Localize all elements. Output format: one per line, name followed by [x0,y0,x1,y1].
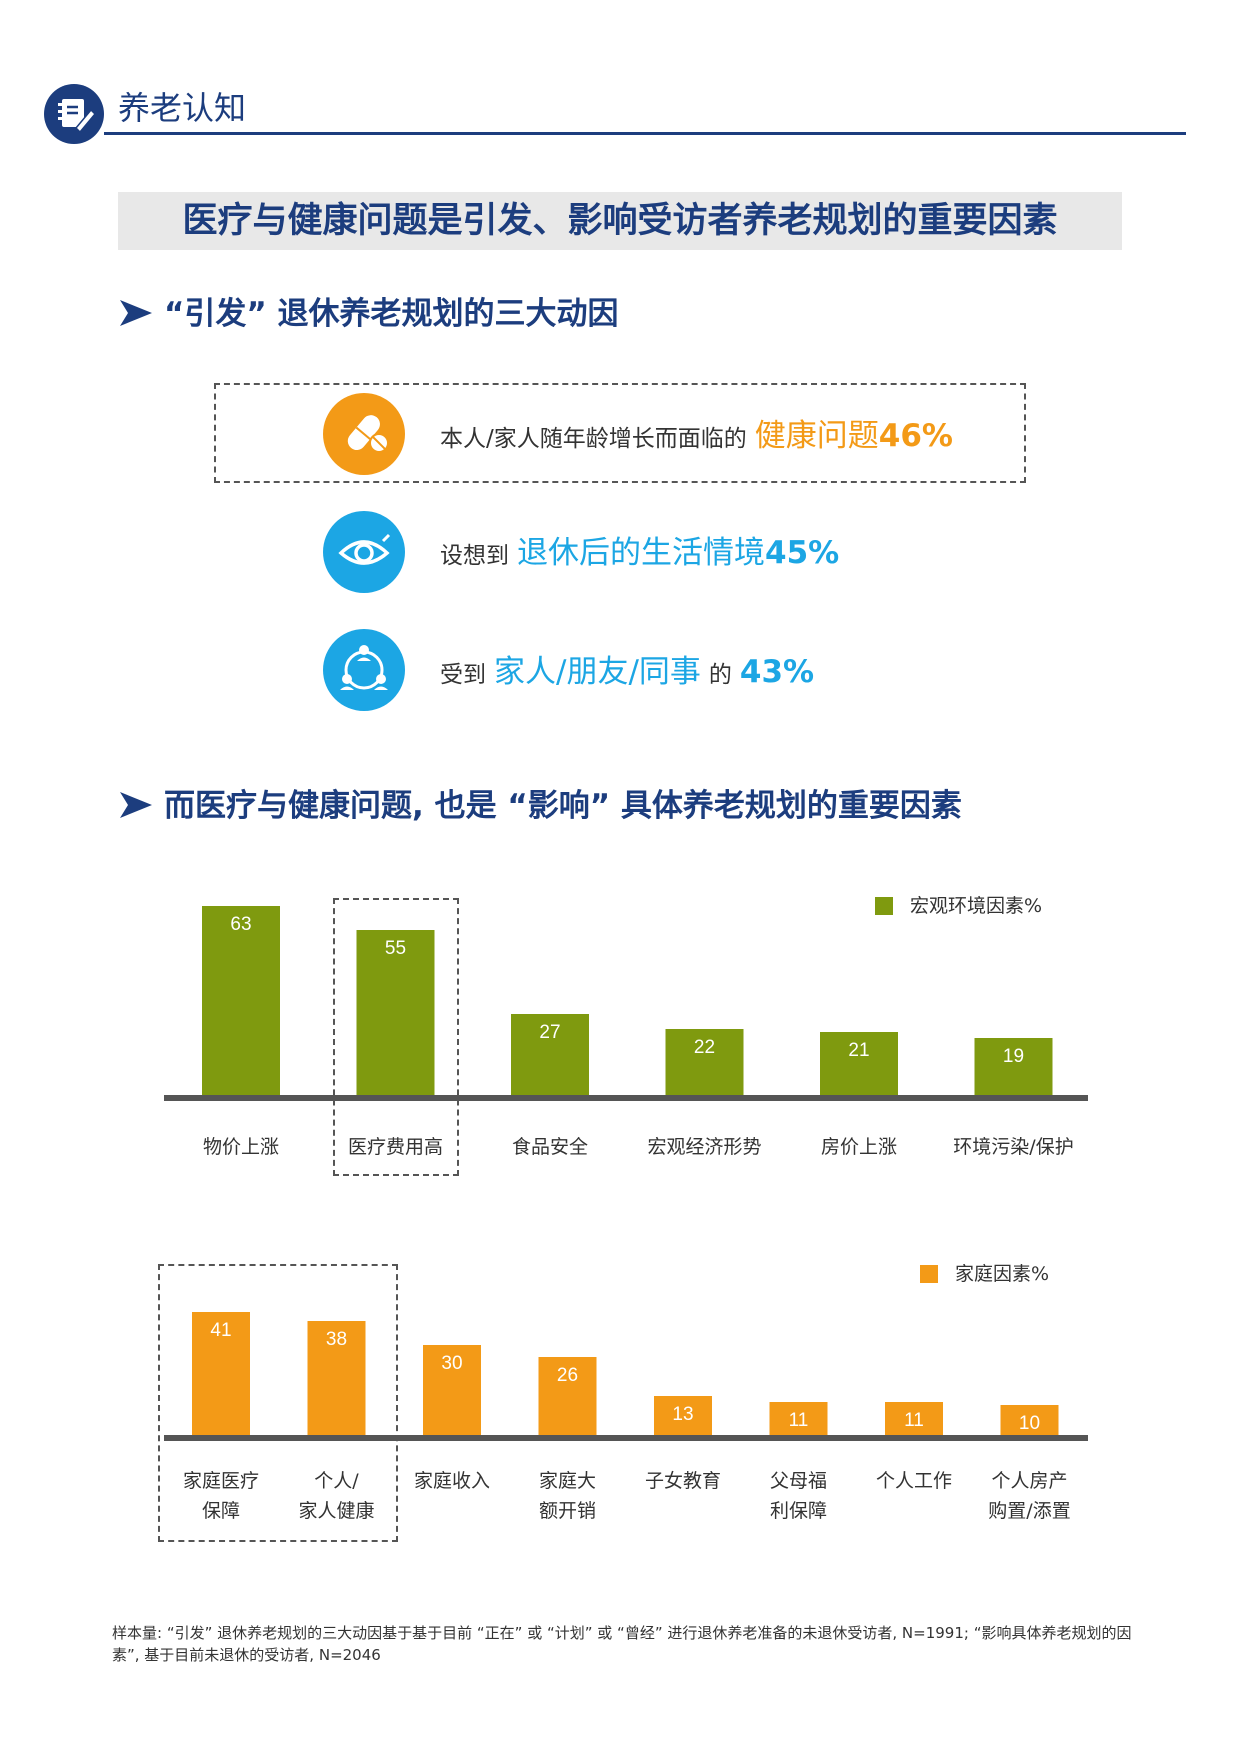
trigger-factor-3: 受到 家人/朋友/同事 的 43% [440,646,814,691]
bar [654,1396,712,1435]
x-tick-label: 环境污染/保护 [953,1136,1073,1158]
factor-percent: 46% [878,418,953,454]
bar [974,1038,1053,1095]
x-tick-label: 物价上涨 [203,1136,279,1158]
factor-prefix: 本人/家人随年龄增长而面临的 [440,426,747,452]
x-tick-label: 家庭医疗 [183,1470,259,1492]
bar [1000,1405,1059,1435]
arrow-right-icon [120,792,152,818]
x-tick-label: 购置/添置 [988,1500,1070,1522]
factor-highlight: 健康问题 [754,418,879,454]
bar-value-label: 11 [904,1410,924,1431]
bar-value-label: 22 [694,1037,715,1058]
bar-value-label: 41 [210,1320,231,1341]
section2-title: 而医疗与健康问题, 也是 “影响” 具体养老规划的重要因素 [164,788,962,824]
bar [665,1029,744,1095]
bar-value-label: 38 [326,1329,347,1350]
x-tick-label: 家人健康 [298,1500,374,1522]
bar [307,1321,366,1435]
bar-value-label: 11 [789,1410,809,1431]
bar-value-label: 19 [1003,1046,1024,1067]
bar [885,1402,943,1435]
bar [423,1345,481,1435]
bar [769,1402,828,1435]
logo [44,84,104,144]
x-tick-label: 房价上涨 [821,1136,897,1158]
x-tick-label: 宏观经济形势 [647,1136,761,1158]
legend-swatch-macro [875,897,893,915]
bar [356,930,435,1095]
x-tick-label: 个人房产 [991,1470,1067,1492]
factor-mid: 的 [708,662,732,688]
bar-value-label: 30 [441,1353,462,1374]
trigger-factor-1: 本人/家人随年龄增长而面临的 健康问题 46% [440,410,953,455]
highlight-box-health [214,383,1026,483]
x-axis-baseline [164,1095,1088,1101]
banner-title: 医疗与健康问题是引发、影响受访者养老规划的重要因素 [118,192,1122,250]
bar [192,1312,250,1435]
bar-value-label: 21 [848,1040,869,1061]
x-tick-label: 医疗费用高 [348,1136,443,1158]
x-axis-baseline [164,1435,1088,1441]
notebook-pen-icon [58,99,97,134]
factor-percent: 45% [765,535,840,571]
bar-value-label: 27 [539,1022,560,1043]
factor-highlight: 退休后的生活情境 [517,535,765,571]
legend-label-family: 家庭因素% [955,1263,1050,1285]
x-tick-label: 个人/ [314,1470,359,1492]
header-divider [104,132,1186,135]
highlight-box-health-family [158,1264,398,1542]
x-tick-label: 子女教育 [645,1470,721,1492]
eye-icon [323,511,405,593]
bar-value-label: 26 [557,1365,578,1386]
x-tick-label: 利保障 [770,1500,827,1522]
bar-value-label: 63 [230,914,251,935]
bar [511,1014,589,1095]
x-tick-label: 保障 [202,1500,240,1522]
factor-prefix: 设想到 [440,543,509,569]
factor-highlight: 家人/朋友/同事 [494,654,701,690]
trigger-factor-2: 设想到 退休后的生活情境 45% [440,527,839,572]
factor-percent: 43% [739,654,815,690]
bar-value-label: 55 [385,938,406,959]
bar-value-label: 13 [672,1404,693,1425]
page-title: 养老认知 [118,89,247,127]
x-tick-label: 食品安全 [512,1136,588,1158]
x-tick-label: 父母福 [770,1470,827,1492]
section1-title: “引发” 退休养老规划的三大动因 [164,296,619,332]
arrow-right-icon [120,300,152,326]
x-tick-label: 家庭大 [539,1470,596,1492]
highlight-box-medical-cost [333,898,459,1176]
factor-prefix: 受到 [440,662,486,688]
x-tick-label: 家庭收入 [414,1470,490,1492]
x-tick-label: 额开销 [539,1500,596,1522]
legend-label-macro: 宏观环境因素% [910,895,1043,917]
bar-value-label: 10 [1019,1413,1040,1434]
bar [202,906,280,1095]
x-tick-label: 个人工作 [876,1470,952,1492]
bar [538,1357,597,1435]
bar [820,1032,898,1095]
people-network-icon [323,629,405,711]
pills-icon [323,393,405,475]
footnote: 样本量: “引发” 退休养老规划的三大动因基于基于目前 “正在” 或 “计划” … [112,1624,1132,1664]
legend-swatch-family [920,1265,938,1283]
